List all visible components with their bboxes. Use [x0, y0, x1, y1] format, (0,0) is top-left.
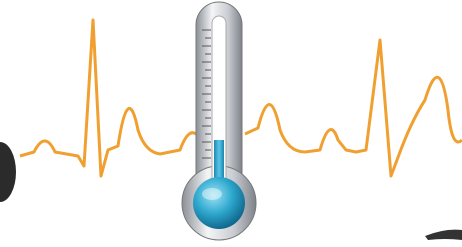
illustration: [0, 0, 462, 247]
